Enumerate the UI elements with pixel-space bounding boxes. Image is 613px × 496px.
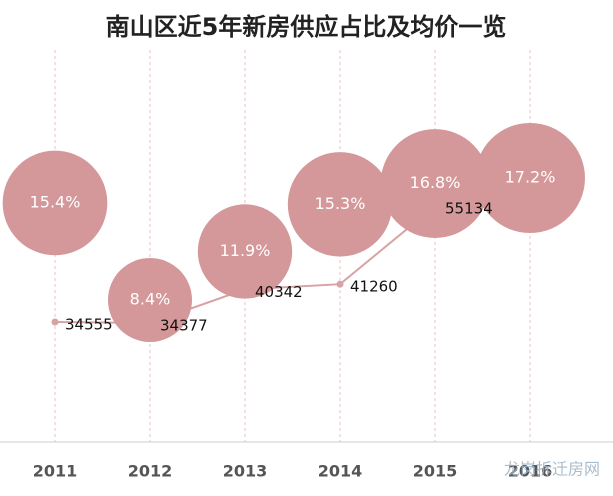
price-point (336, 280, 344, 288)
x-tick-label: 2015 (413, 462, 458, 481)
x-tick-label: 2016 (508, 462, 553, 481)
bubble-label: 15.4% (30, 192, 81, 211)
bubble (197, 204, 293, 299)
bubble (475, 123, 585, 233)
price-label: 34377 (160, 317, 208, 335)
bubble (108, 258, 192, 342)
x-tick-label: 2011 (33, 462, 78, 481)
bubble-label: 16.8% (410, 173, 461, 192)
price-label: 34555 (65, 315, 113, 333)
watermark: 龙岗拆迁房网 (504, 460, 600, 479)
price-point (51, 318, 59, 326)
price-label: 55134 (445, 200, 493, 218)
chart-title: 南山区近5年新房供应占比及均价一览 (106, 13, 507, 41)
x-tick-label: 2014 (318, 462, 363, 481)
bubble (380, 129, 490, 238)
bubble (2, 150, 108, 256)
bubble (287, 152, 393, 257)
price-label: 40342 (255, 283, 303, 301)
bubble-label: 15.3% (315, 194, 366, 213)
bubble-label: 8.4% (130, 290, 171, 309)
bubble-label: 17.2% (505, 168, 556, 187)
bubble-label: 11.9% (220, 241, 271, 260)
x-tick-label: 2013 (223, 462, 268, 481)
x-tick-label: 2012 (128, 462, 173, 481)
price-label: 41260 (350, 278, 398, 296)
